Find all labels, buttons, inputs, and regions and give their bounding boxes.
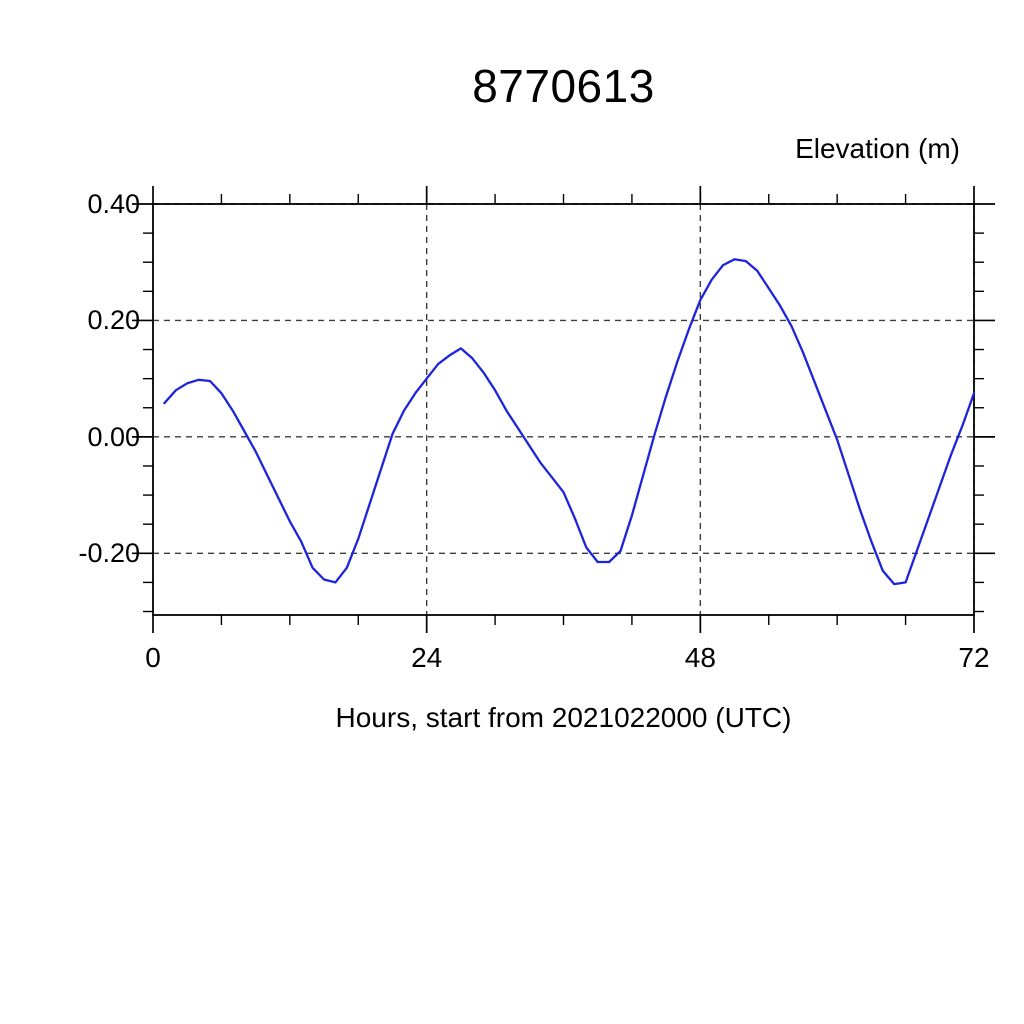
plot-frame [152, 203, 975, 616]
chart-title: 8770613 [472, 60, 655, 112]
x-tick-label: 0 [145, 642, 161, 673]
y-tick-label: -0.20 [78, 538, 140, 569]
y-tick-label: 0.20 [87, 305, 140, 336]
y-axis-title: Elevation (m) [795, 133, 960, 164]
y-tick-label: 0.40 [87, 189, 140, 219]
elevation-line [163, 258, 976, 586]
x-tick-label: 48 [684, 642, 716, 673]
x-tick-label: 24 [411, 642, 443, 673]
y-tick-label: 0.00 [87, 421, 140, 452]
x-axis-title: Hours, start from 2021022000 (UTC) [335, 702, 792, 733]
x-tick-label: 72 [958, 642, 990, 673]
